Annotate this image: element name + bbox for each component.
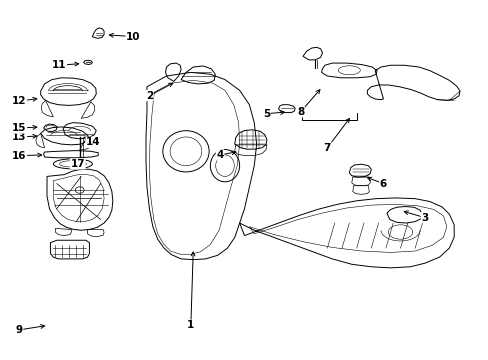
Text: 11: 11	[52, 60, 66, 70]
Text: 10: 10	[126, 32, 140, 41]
Text: 8: 8	[296, 107, 304, 117]
Text: 1: 1	[187, 320, 194, 330]
Text: 9: 9	[16, 325, 23, 335]
Text: 4: 4	[216, 150, 224, 160]
Text: 7: 7	[323, 143, 330, 153]
Text: 2: 2	[145, 91, 153, 101]
Text: 15: 15	[12, 123, 26, 133]
Text: 5: 5	[262, 109, 269, 119]
Text: 6: 6	[379, 179, 386, 189]
Text: 14: 14	[86, 138, 101, 147]
Text: 12: 12	[12, 96, 26, 106]
Text: 3: 3	[421, 213, 427, 222]
Text: 16: 16	[12, 150, 26, 161]
Text: 13: 13	[12, 132, 26, 142]
Text: 17: 17	[70, 159, 85, 169]
